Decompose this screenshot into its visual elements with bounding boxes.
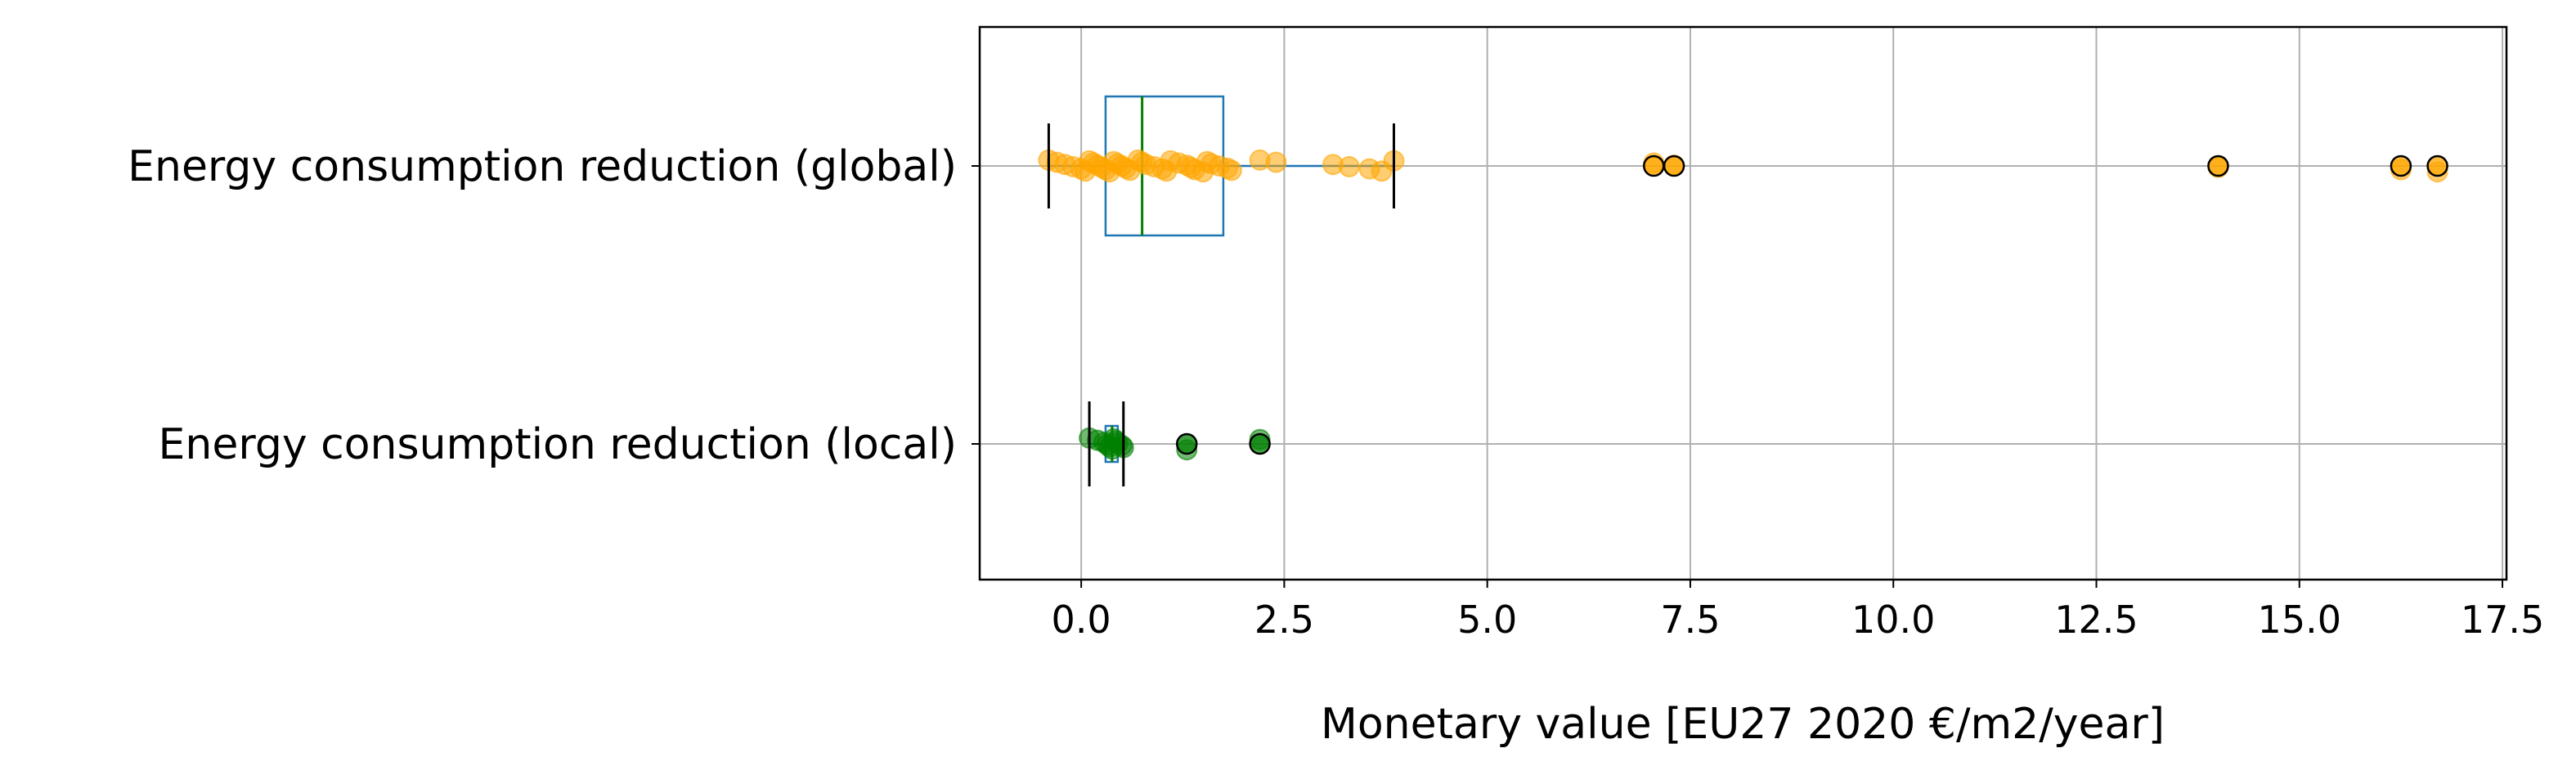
outlier-point: [2390, 155, 2412, 177]
outlier-point: [1663, 155, 1685, 177]
outlier-point: [1643, 155, 1665, 177]
x-tick-label: 7.5: [1660, 598, 1720, 642]
x-tick-label: 0.0: [1052, 598, 1111, 642]
x-tick-label: 10.0: [1851, 598, 1935, 642]
outlier-point: [2207, 155, 2229, 177]
box-plots: [1048, 95, 1394, 464]
y-axis-categories: Energy consumption reduction (global) Ene…: [128, 142, 957, 469]
data-point: [1338, 155, 1360, 177]
x-tick-label: 5.0: [1457, 598, 1517, 642]
x-tick-label: 15.0: [2258, 598, 2341, 642]
outlier-point: [1175, 432, 1198, 455]
x-tick-label: 2.5: [1254, 598, 1314, 642]
plot-area-frame: [978, 25, 2508, 581]
outlier-point: [1249, 432, 1271, 455]
category-label: Energy consumption reduction (global): [128, 142, 957, 191]
data-point: [1265, 151, 1287, 173]
x-tick-label: 17.5: [2461, 598, 2544, 642]
grid: [980, 27, 2506, 580]
data-point: [1220, 159, 1242, 181]
category-label: Energy consumption reduction (local): [159, 420, 957, 469]
x-axis-ticks: 0.0 2.5 5.0 7.5 10.0 12.5 15.0 17.5: [972, 165, 2544, 642]
outlier-point: [2426, 155, 2448, 177]
x-axis-label: Monetary value [EU27 2020 €/m2/year]: [1321, 700, 2165, 749]
x-tick-label: 12.5: [2054, 598, 2138, 642]
data-points: [1038, 123, 2448, 486]
